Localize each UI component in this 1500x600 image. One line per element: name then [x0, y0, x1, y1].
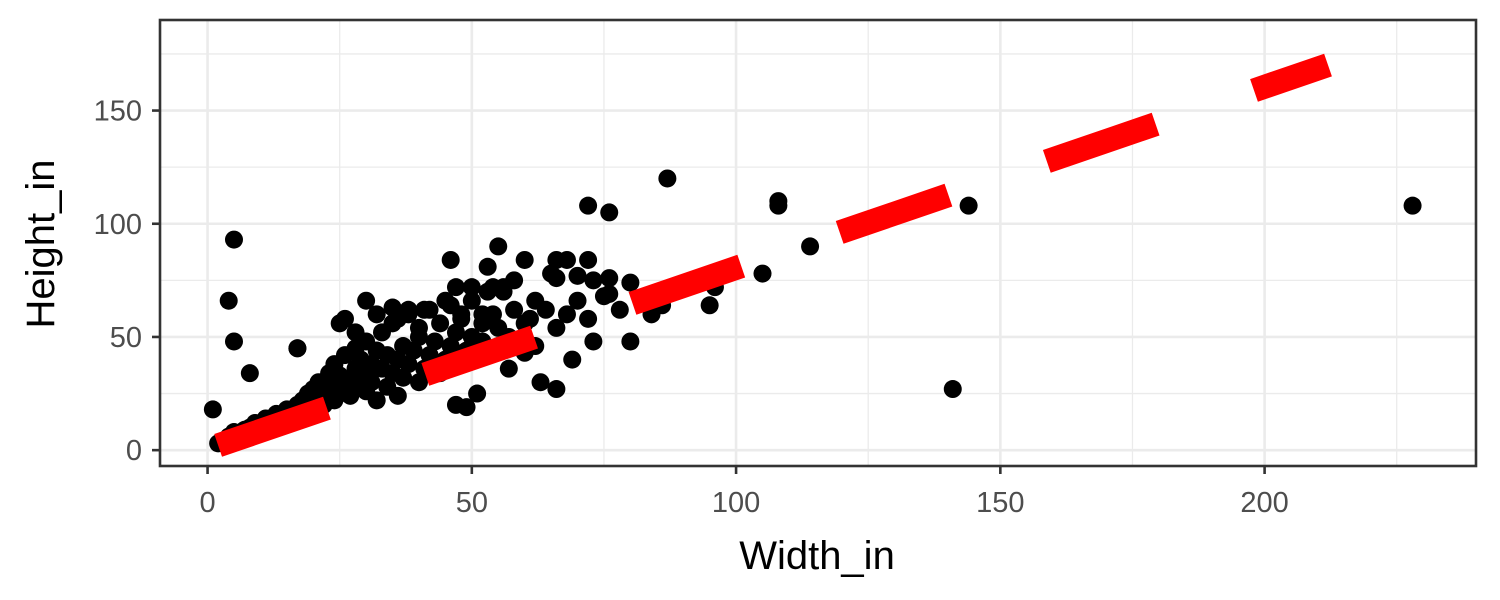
data-point [224, 332, 243, 351]
dashed-fit-line [214, 53, 1332, 457]
y-tick-label: 50 [110, 322, 142, 354]
fit-line [214, 53, 1332, 457]
data-point [547, 269, 566, 288]
data-point [579, 196, 598, 215]
data-point [388, 386, 407, 405]
data-point [494, 282, 513, 301]
y-tick-label: 150 [94, 96, 142, 128]
data-point [462, 278, 481, 297]
data-point [394, 368, 413, 387]
data-point [505, 271, 524, 290]
data-point [499, 359, 518, 378]
data-point [568, 291, 587, 310]
data-point [600, 203, 619, 222]
data-point [547, 318, 566, 337]
data-point [341, 386, 360, 405]
data-point [367, 305, 386, 324]
data-point [219, 291, 238, 310]
data-point [520, 309, 539, 328]
y-tick-label: 100 [94, 209, 142, 241]
panel-border [158, 18, 1478, 468]
data-point [240, 364, 259, 383]
data-point [700, 296, 719, 315]
data-point [468, 384, 487, 403]
data-point [658, 169, 677, 188]
x-axis-ticks: 0 50 100 150 200 [199, 466, 1289, 519]
data-point [557, 305, 576, 324]
data-point [600, 269, 619, 288]
data-point [610, 300, 629, 319]
data-point [478, 257, 497, 276]
data-point [753, 264, 772, 283]
scatter-points [203, 169, 1422, 453]
data-point [584, 332, 603, 351]
data-point [441, 250, 460, 269]
x-axis-title: Width_in [739, 534, 895, 578]
data-point [441, 337, 460, 356]
data-point [579, 309, 598, 328]
x-tick-label: 200 [1240, 487, 1288, 519]
data-point [446, 278, 465, 297]
data-point [515, 250, 534, 269]
data-point [457, 398, 476, 417]
data-point [362, 373, 381, 392]
data-point [415, 300, 434, 319]
data-point [367, 391, 386, 410]
y-axis-ticks: 0 50 100 150 [94, 96, 160, 467]
data-point [224, 230, 243, 249]
data-point [579, 250, 598, 269]
data-point [404, 341, 423, 360]
data-point [335, 309, 354, 328]
data-point [452, 305, 471, 324]
data-point [531, 373, 550, 392]
y-axis-title: Height_in [19, 159, 63, 328]
data-point [600, 284, 619, 303]
x-tick-label: 150 [976, 487, 1024, 519]
data-point [399, 355, 418, 374]
data-point [203, 400, 222, 419]
data-point [462, 291, 481, 310]
data-point [473, 305, 492, 324]
x-tick-label: 50 [456, 487, 488, 519]
data-point [409, 318, 428, 337]
data-point [568, 266, 587, 285]
data-point [357, 291, 376, 310]
data-point [943, 380, 962, 399]
data-point [959, 196, 978, 215]
data-point [563, 350, 582, 369]
y-tick-label: 0 [126, 435, 142, 467]
data-point [399, 300, 418, 319]
data-point [801, 237, 820, 256]
data-point [547, 380, 566, 399]
data-point [288, 339, 307, 358]
data-point [489, 237, 508, 256]
data-point [346, 323, 365, 342]
x-tick-label: 0 [199, 487, 215, 519]
data-point [584, 271, 603, 290]
data-point [431, 314, 450, 333]
data-point [557, 250, 576, 269]
data-point [769, 196, 788, 215]
data-point [526, 291, 545, 310]
major-gridlines [160, 20, 1476, 466]
data-point [446, 323, 465, 342]
data-point [436, 291, 455, 310]
data-point [621, 332, 640, 351]
data-point [409, 373, 428, 392]
x-tick-label: 100 [712, 487, 760, 519]
data-point [621, 273, 640, 292]
data-point [1403, 196, 1422, 215]
data-point [505, 300, 524, 319]
data-point [425, 332, 444, 351]
